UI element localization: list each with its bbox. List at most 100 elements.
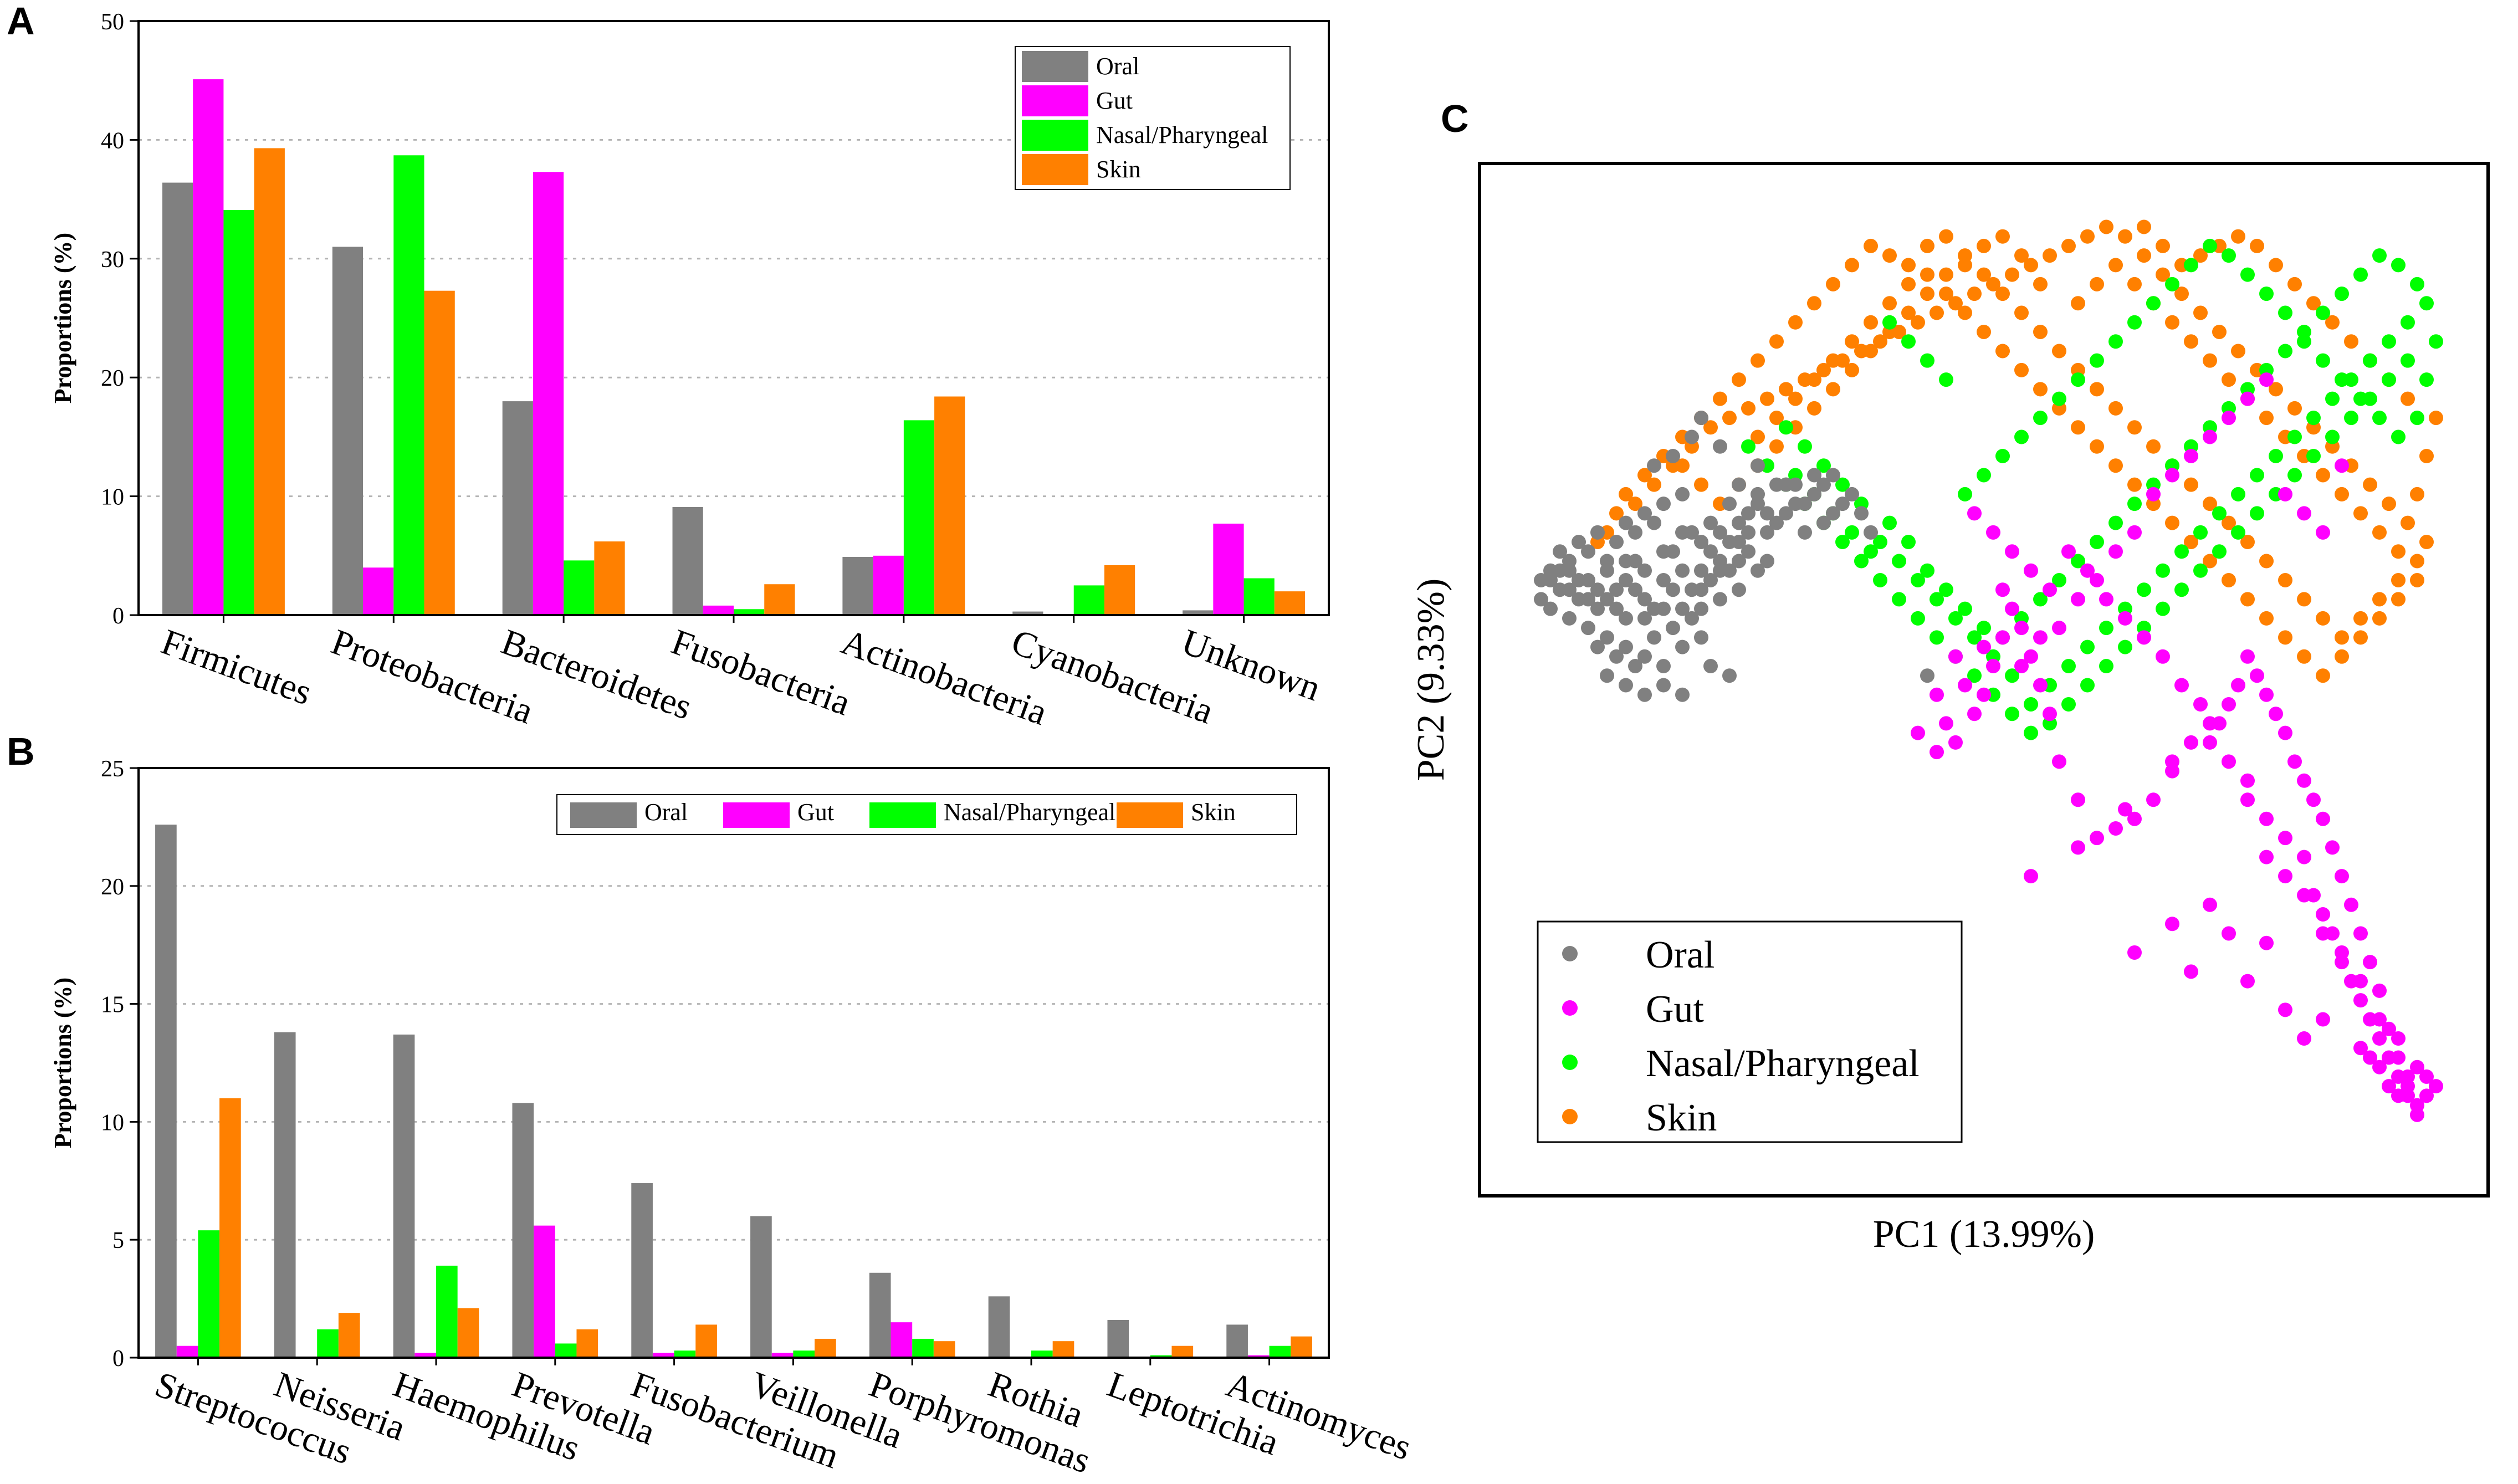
scatter-point-skin (1882, 296, 1897, 311)
scatter-point-skin (2165, 315, 2179, 330)
bar-b-nasal-pharyngeal-leptotrichia (1150, 1355, 1172, 1358)
legend-swatch-a-oral (1022, 51, 1088, 82)
scatter-point-skin (2071, 296, 2085, 311)
scatter-point-gut (2259, 687, 2274, 702)
scatter-point-skin (2033, 382, 2048, 397)
legend-label-a-gut: Gut (1096, 87, 1133, 114)
scatter-point-gut (2391, 1088, 2406, 1103)
scatter-point-skin (2193, 248, 2208, 263)
scatter-point-gut (1948, 649, 1963, 664)
scatter-point-gut (2240, 649, 2255, 664)
scatter-point-oral (1675, 525, 1690, 540)
scatter-point-nasal-pharyngeal (2231, 487, 2245, 502)
scatter-point-gut (2146, 792, 2161, 807)
scatter-point-nasal-pharyngeal (2014, 429, 2029, 444)
scatter-point-nasal-pharyngeal (1901, 334, 1916, 349)
scatter-point-oral (1732, 582, 1746, 597)
scatter-point-skin (2259, 611, 2274, 626)
scatter-point-skin (2108, 458, 2123, 473)
bar-b-gut-prevotella (534, 1225, 555, 1358)
scatter-point-skin (2099, 219, 2113, 234)
scatter-point-gut (2419, 1069, 2434, 1084)
scatter-point-gut (2118, 802, 2132, 817)
bar-a-skin-firmicutes (254, 148, 285, 616)
scatter-point-skin (2391, 544, 2406, 559)
scatter-point-nasal-pharyngeal (2306, 411, 2321, 426)
scatter-point-gut (2259, 850, 2274, 864)
bar-a-gut-actinobacteria (873, 555, 904, 615)
scatter-point-gut (2222, 411, 2236, 426)
scatter-point-gut (2080, 563, 2095, 578)
scatter-point-skin (1826, 382, 1840, 397)
scatter-point-nasal-pharyngeal (2410, 277, 2424, 291)
scatter-point-skin (2297, 592, 2311, 607)
scatter-point-gut (2222, 697, 2236, 712)
bar-b-skin-porphyromonas (933, 1341, 955, 1358)
legend-label-c-oral: Oral (1646, 934, 1715, 976)
bar-b-skin-prevotella (576, 1329, 598, 1358)
y-tick-label-b: 10 (101, 1110, 124, 1135)
scatter-point-nasal-pharyngeal (2108, 334, 2123, 349)
scatter-point-skin (1911, 315, 1925, 330)
legend-swatch-b-skin (1117, 802, 1183, 828)
scatter-point-oral (1619, 611, 1633, 626)
scatter-point-skin (2043, 248, 2057, 263)
scatter-point-gut (2165, 764, 2179, 779)
scatter-point-oral (1656, 601, 1671, 616)
y-axis-title-a: Proportions (%) (49, 233, 76, 403)
scatter-point-oral (1628, 659, 1642, 674)
scatter-point-nasal-pharyngeal (2240, 267, 2255, 282)
bar-b-gut-fusobacterium (652, 1353, 674, 1358)
legend-marker-c-skin (1562, 1109, 1578, 1124)
scatter-point-nasal-pharyngeal (1882, 515, 1897, 530)
scatter-point-oral (1835, 497, 1850, 511)
bar-b-nasal-pharyngeal-actinomyces (1269, 1345, 1291, 1358)
scatter-point-oral (1600, 592, 1614, 607)
bar-a-nasal-pharyngeal-bacteroidetes (564, 560, 595, 615)
scatter-point-skin (1977, 267, 1991, 282)
bar-a-oral-actinobacteria (842, 556, 873, 615)
scatter-point-skin (1864, 315, 1878, 330)
scatter-point-oral (1600, 630, 1614, 645)
scatter-point-skin (2278, 630, 2292, 645)
scatter-point-oral (1619, 639, 1633, 654)
scatter-point-gut (2391, 1050, 2406, 1065)
bar-b-oral-streptococcus (155, 825, 177, 1358)
scatter-point-gut (2165, 468, 2179, 483)
scatter-point-oral (1798, 525, 1812, 540)
scatter-point-skin (2090, 277, 2104, 291)
scatter-point-skin (1713, 391, 1727, 406)
scatter-point-skin (2184, 334, 2198, 349)
scatter-point-skin (1920, 238, 1934, 253)
chart-b: 0510152025StreptococcusNeisseriaHaemophi… (49, 756, 1416, 1481)
scatter-point-oral (1656, 544, 1671, 559)
scatter-point-nasal-pharyngeal (1930, 630, 1944, 645)
scatter-point-nasal-pharyngeal (1920, 563, 1934, 578)
scatter-point-nasal-pharyngeal (2127, 315, 2142, 330)
scatter-point-skin (2146, 439, 2161, 454)
legend-swatch-b-gut (723, 802, 790, 828)
scatter-point-skin (2410, 554, 2424, 569)
scatter-point-gut (2344, 897, 2358, 912)
scatter-point-gut (2052, 754, 2066, 769)
scatter-point-gut (2419, 1088, 2434, 1103)
scatter-point-skin (2344, 334, 2358, 349)
scatter-point-nasal-pharyngeal (2052, 391, 2066, 406)
bar-b-gut-actinomyces (1247, 1355, 1270, 1358)
scatter-point-gut (2278, 487, 2292, 502)
scatter-point-skin (2278, 572, 2292, 587)
scatter-point-gut (2043, 582, 2057, 597)
plot-frame-b (137, 767, 1330, 1359)
scatter-point-oral (1845, 487, 1859, 502)
scatter-point-nasal-pharyngeal (2184, 258, 2198, 273)
scatter-point-nasal-pharyngeal (1958, 487, 1972, 502)
scatter-point-nasal-pharyngeal (2250, 506, 2264, 521)
scatter-point-skin (1920, 286, 1934, 301)
bar-b-nasal-pharyngeal-fusobacterium (674, 1350, 696, 1358)
bar-b-nasal-pharyngeal-porphyromonas (912, 1338, 934, 1358)
scatter-point-nasal-pharyngeal (1939, 582, 1953, 597)
plot-frame-a (137, 20, 1330, 616)
scatter-point-skin (1948, 296, 1963, 311)
scatter-point-skin (2419, 448, 2434, 463)
scatter-point-skin (1939, 229, 1953, 244)
